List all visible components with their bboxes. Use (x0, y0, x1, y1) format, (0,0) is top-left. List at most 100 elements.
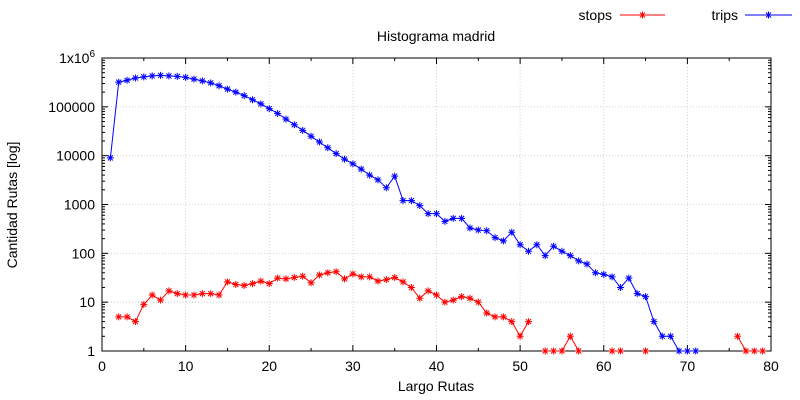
trips-point (173, 72, 181, 80)
trips-point (474, 226, 482, 234)
x-tick-label: 70 (680, 358, 696, 374)
trips-point (265, 105, 273, 113)
stops-point (441, 298, 449, 306)
stops-point (324, 269, 332, 277)
trips-point (366, 171, 374, 179)
stops-point (182, 291, 190, 299)
trips-point (140, 73, 148, 81)
legend-marker-trips (765, 11, 772, 19)
stops-point (466, 294, 474, 302)
stops-point (140, 300, 148, 308)
trips-point (198, 77, 206, 85)
stops-point (207, 290, 215, 298)
stops-point (541, 347, 549, 355)
stops-point (115, 313, 123, 321)
trips-point (165, 72, 173, 80)
stops-point (173, 290, 181, 298)
stops-point (759, 347, 767, 355)
trips-point (433, 210, 440, 218)
trips-point (658, 332, 666, 340)
trips-point (583, 260, 591, 268)
stops-point (148, 291, 156, 299)
stops-point (458, 293, 466, 301)
stops-point (642, 347, 650, 355)
trips-point (257, 100, 265, 108)
trips-point (282, 115, 290, 123)
stops-point (391, 273, 399, 281)
stops-point (474, 298, 482, 306)
y-tick-label: 100000 (48, 99, 95, 115)
trips-point (148, 72, 156, 80)
stops-point (341, 275, 349, 283)
stops-point (558, 347, 566, 355)
stops-point (575, 347, 583, 355)
trips-point (290, 121, 298, 129)
stops-point (123, 313, 131, 321)
stops-point (282, 275, 290, 283)
stops-point (524, 318, 532, 326)
trips-point (575, 257, 583, 265)
stops-point (608, 347, 616, 355)
trips-point (374, 176, 382, 184)
stops-point (232, 281, 240, 289)
trips-point (182, 73, 190, 81)
trips-point (642, 293, 650, 301)
trips-point (407, 197, 415, 205)
trips-point (424, 210, 432, 218)
stops-point (374, 277, 382, 285)
x-tick-label: 30 (345, 358, 361, 374)
stops-point (616, 347, 624, 355)
trips-point (533, 241, 541, 249)
trips-point (249, 96, 257, 104)
stops-point (449, 296, 457, 304)
series-layer (106, 71, 767, 355)
stops-point (257, 277, 265, 285)
trips-point (123, 76, 131, 84)
stops-point (274, 274, 282, 282)
trips-point (399, 197, 407, 205)
trips-point (441, 217, 449, 225)
stops-line (118, 271, 529, 338)
trips-point (499, 237, 507, 245)
trips-point (106, 154, 114, 162)
stops-point (491, 313, 499, 321)
trips-point (391, 172, 399, 180)
stops-point (265, 280, 273, 288)
trips-point (449, 214, 457, 222)
legend-label-stops: stops (579, 7, 612, 23)
stops-point (215, 291, 223, 299)
y-tick-labels: 1 10 100 1000 10000 100000 1x106 (48, 49, 95, 359)
trips-point (675, 347, 683, 355)
trips-point (566, 252, 574, 260)
stops-point (223, 278, 231, 286)
stops-point (332, 268, 340, 276)
stops-point (299, 272, 307, 280)
trips-point (299, 126, 307, 134)
trips-point (591, 269, 599, 277)
stops-point (750, 347, 758, 355)
series-stops (115, 268, 767, 355)
stops-point (566, 332, 574, 340)
trips-point (466, 224, 474, 232)
x-tick-label: 80 (763, 358, 779, 374)
x-axis-label: Largo Rutas (398, 378, 474, 394)
trips-point (349, 160, 357, 168)
stops-point (407, 283, 415, 291)
stops-point (131, 318, 139, 326)
axis-ticks (101, 57, 772, 352)
trips-point (341, 155, 349, 163)
x-tick-labels: 0 10 20 30 40 50 60 70 80 (98, 358, 779, 374)
trips-point (240, 92, 248, 100)
trips-point (115, 78, 123, 86)
trips-point (324, 144, 332, 152)
trips-point (232, 88, 240, 96)
trips-point (683, 347, 691, 355)
trips-point (667, 332, 675, 340)
trips-point (131, 74, 139, 82)
stops-point (382, 276, 390, 284)
stops-point (240, 281, 248, 289)
trips-point (558, 247, 566, 255)
trips-point (550, 242, 558, 250)
trips-line (109, 74, 696, 352)
